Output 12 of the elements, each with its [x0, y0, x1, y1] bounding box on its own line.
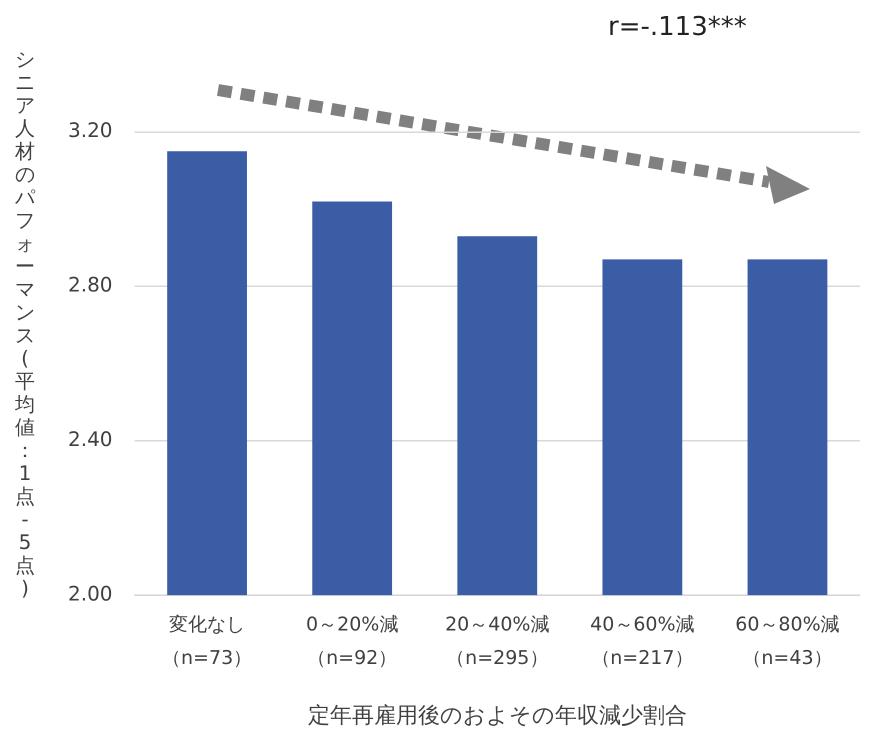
y-tick-label: 2.80	[68, 272, 113, 297]
x-tick-label: 0～20%減（n=92）	[306, 614, 398, 669]
text: r=-.113***	[608, 12, 747, 42]
x-axis-title: 定年再雇用後のおよその年収減少割合	[308, 704, 687, 729]
x-tick-label: 20～40%減（n=295）	[445, 614, 550, 669]
y-tick-label: 2.40	[68, 426, 113, 451]
x-tick-label: 60～80%減（n=43）	[735, 614, 840, 669]
y-tick-label: 3.20	[68, 118, 113, 142]
x-tick-label: 40～60%減（n=217）	[590, 614, 695, 669]
y-tick-label: 2.00	[68, 581, 113, 606]
x-tick-label: 変化なし（n=73）	[162, 614, 252, 669]
text: シニア人材のパフォーマンス(平均値：1点-5点)	[15, 47, 35, 600]
